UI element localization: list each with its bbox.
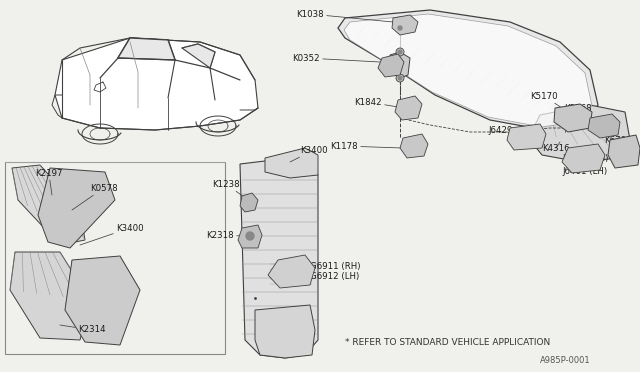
Text: * REFER TO STANDARD VEHICLE APPLICATION: * REFER TO STANDARD VEHICLE APPLICATION: [345, 338, 550, 347]
Text: G6911 (RH): G6911 (RH): [310, 262, 360, 271]
Polygon shape: [588, 114, 620, 138]
Polygon shape: [530, 105, 630, 162]
Circle shape: [246, 232, 254, 240]
Text: K0352: K0352: [292, 54, 380, 62]
Text: K2197: K2197: [35, 169, 63, 195]
Circle shape: [398, 76, 402, 80]
Polygon shape: [255, 305, 315, 358]
Text: K2318: K2318: [206, 231, 244, 240]
Polygon shape: [182, 44, 215, 68]
Polygon shape: [38, 168, 115, 248]
Polygon shape: [395, 96, 422, 120]
Text: K5170: K5170: [530, 92, 568, 112]
Polygon shape: [238, 225, 262, 248]
Polygon shape: [378, 54, 404, 77]
Text: J6401 (LH): J6401 (LH): [562, 167, 607, 176]
Polygon shape: [10, 252, 90, 340]
Polygon shape: [608, 135, 640, 168]
Polygon shape: [554, 104, 592, 132]
Text: K3400: K3400: [80, 224, 143, 245]
Polygon shape: [400, 134, 428, 158]
Polygon shape: [55, 38, 258, 130]
Polygon shape: [338, 10, 598, 130]
Text: K6707: K6707: [604, 135, 632, 148]
Text: K4316: K4316: [542, 142, 570, 153]
Text: K1238: K1238: [212, 180, 248, 200]
Text: J6429: J6429: [488, 125, 522, 136]
Text: K1842: K1842: [355, 97, 404, 108]
Text: K2314: K2314: [60, 325, 106, 334]
Polygon shape: [392, 15, 418, 35]
Polygon shape: [562, 144, 605, 173]
Circle shape: [396, 48, 404, 56]
Text: K3400: K3400: [290, 145, 328, 162]
Polygon shape: [268, 255, 315, 288]
Polygon shape: [507, 124, 546, 150]
Circle shape: [396, 74, 404, 82]
Polygon shape: [390, 52, 410, 78]
Text: G6912 (LH): G6912 (LH): [310, 272, 359, 281]
Polygon shape: [12, 165, 85, 245]
Text: K1178: K1178: [330, 141, 402, 151]
Text: K3568: K3568: [564, 103, 598, 122]
Polygon shape: [265, 148, 318, 178]
Text: A985P-0001: A985P-0001: [540, 356, 591, 365]
Polygon shape: [65, 256, 140, 345]
Text: K1038: K1038: [296, 10, 393, 22]
Text: J6400 (RH): J6400 (RH): [562, 154, 609, 163]
Bar: [5, 162, 225, 354]
Circle shape: [398, 50, 402, 54]
Circle shape: [398, 26, 402, 30]
Text: K0578: K0578: [72, 183, 118, 210]
Polygon shape: [118, 38, 175, 60]
Circle shape: [396, 24, 404, 32]
Polygon shape: [240, 158, 318, 358]
Polygon shape: [344, 14, 592, 127]
Polygon shape: [240, 193, 258, 212]
